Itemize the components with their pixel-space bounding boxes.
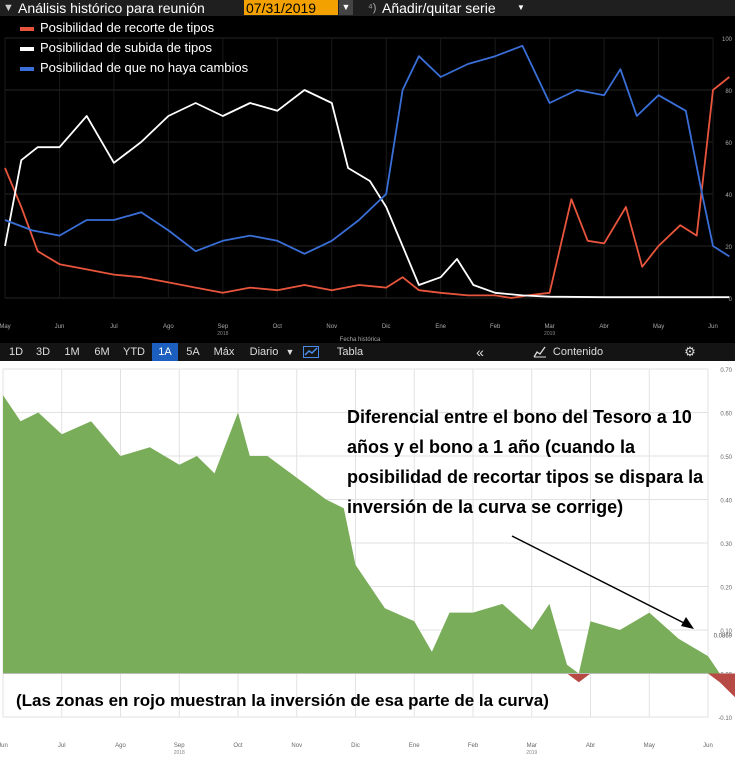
frequency-caret-icon[interactable]: ▼ bbox=[285, 347, 295, 357]
legend-swatch-cut bbox=[20, 26, 34, 31]
collapse-chevron-icon[interactable]: ▼ bbox=[3, 2, 14, 14]
series-line-hike bbox=[4, 89, 730, 299]
x-tick-label: Ene bbox=[435, 324, 446, 330]
y-tick-label: 80 bbox=[725, 89, 732, 95]
range-button-max[interactable]: Máx bbox=[213, 346, 235, 358]
x-tick-label: Abr bbox=[586, 743, 595, 749]
x-tick-label: Jun bbox=[703, 743, 713, 749]
add-remove-series-button[interactable]: Añadir/quitar serie bbox=[382, 0, 496, 16]
x-tick-label: May bbox=[653, 324, 664, 330]
y-tick-label: 20 bbox=[725, 245, 732, 251]
range-button-5a[interactable]: 5A bbox=[186, 346, 200, 358]
y-tick-label: 60 bbox=[725, 141, 732, 147]
year-label: 2019 bbox=[544, 331, 555, 337]
legend-swatch-hike bbox=[20, 46, 34, 51]
x-tick-label: Ago bbox=[163, 324, 174, 330]
y-tick-label: 100 bbox=[722, 37, 733, 43]
x-axis-label: Fecha histórica bbox=[340, 337, 381, 343]
content-button[interactable]: Contenido bbox=[552, 346, 604, 358]
line-chart-icon bbox=[303, 346, 319, 359]
settings-gear-icon[interactable]: ⚙ bbox=[684, 344, 696, 359]
spread-annotation: Diferencial entre el bono del Tesoro a 1… bbox=[347, 407, 704, 517]
date-input[interactable]: 07/31/2019 bbox=[244, 0, 338, 16]
y-tick-label: 40 bbox=[725, 193, 732, 199]
legend-swatch-nochange bbox=[20, 66, 34, 71]
x-tick-label: Abr bbox=[599, 324, 608, 330]
y-tick-label: 0.20 bbox=[720, 586, 732, 592]
spread-positive-area bbox=[3, 395, 735, 674]
x-tick-label: Sep bbox=[174, 743, 185, 749]
x-tick-label: Jun bbox=[55, 324, 65, 330]
chart-type-button[interactable] bbox=[300, 343, 322, 361]
last-value-label: 0.0869 bbox=[714, 633, 733, 639]
annotation-arrow-head bbox=[681, 617, 694, 629]
collapse-back-icon[interactable]: « bbox=[476, 344, 484, 360]
x-tick-label: Nov bbox=[326, 324, 337, 330]
year-label: 2018 bbox=[174, 750, 185, 756]
x-tick-label: Ago bbox=[115, 743, 126, 749]
range-button-3d[interactable]: 3D bbox=[35, 346, 51, 358]
probability-line-chart: 0 20 40 60 80 100 May Jun Jul Ago Sep Oct Nov Dic Ene F… bbox=[0, 37, 733, 343]
red-zone-annotation: (Las zonas en rojo muestran la inversión… bbox=[16, 691, 549, 710]
range-button-1d[interactable]: 1D bbox=[8, 346, 24, 358]
year-label: 2019 bbox=[526, 750, 537, 756]
legend-label-hike: Posibilidad de subida de tipos bbox=[40, 40, 213, 55]
spread-panel: Jun Jul Ago Sep Oct Nov Dic Ene Feb Mar Abr May Jun 2… bbox=[0, 361, 735, 757]
x-tick-label: May bbox=[644, 743, 655, 749]
x-tick-label: Oct bbox=[233, 743, 243, 749]
x-tick-label: Dic bbox=[351, 743, 360, 749]
y-tick-label: 0.30 bbox=[720, 542, 732, 548]
y-tick-label: 0.60 bbox=[720, 412, 732, 418]
range-button-ytd[interactable]: YTD bbox=[123, 346, 145, 358]
x-tick-label: Jul bbox=[110, 324, 118, 330]
frequency-select[interactable]: Diario bbox=[249, 346, 279, 358]
x-tick-label: Feb bbox=[468, 743, 479, 749]
year-label: 2018 bbox=[217, 331, 228, 337]
date-dropdown-button[interactable]: ▼ bbox=[339, 0, 353, 15]
content-chart-icon[interactable] bbox=[530, 343, 550, 361]
y-tick-label: 0.10 bbox=[720, 629, 732, 635]
range-toolbar: 1D 3D 1M 6M YTD 1A 5A Máx Diario ▼ Tabla… bbox=[0, 343, 735, 361]
y-tick-label: 0.40 bbox=[720, 499, 732, 505]
y-tick-label: 0.70 bbox=[720, 368, 732, 374]
x-tick-label: Nov bbox=[291, 743, 302, 749]
x-tick-label: Jul bbox=[58, 743, 66, 749]
x-tick-label: Feb bbox=[490, 324, 501, 330]
range-button-1a[interactable]: 1A bbox=[152, 343, 178, 361]
series-line-nochange bbox=[4, 44, 730, 258]
x-tick-label: Jun bbox=[0, 743, 8, 749]
table-button[interactable]: Tabla bbox=[336, 346, 364, 358]
annotation-arrow-line bbox=[511, 535, 689, 626]
series-caret-icon[interactable]: ▼ bbox=[517, 3, 525, 12]
x-tick-label: Ene bbox=[409, 743, 420, 749]
x-tick-label: Mar bbox=[544, 324, 554, 330]
legend-item-cut: Posibilidad de recorte de tipos bbox=[20, 20, 214, 36]
rate-probability-panel: ▼ Análisis histórico para reunión 07/31/… bbox=[0, 0, 735, 343]
series-icon: ⁴) bbox=[368, 2, 377, 14]
y-tick-label: 0.50 bbox=[720, 455, 732, 461]
y-tick-label: 0 bbox=[729, 297, 733, 303]
legend-label-nochange: Posibilidad de que no haya cambios bbox=[40, 60, 249, 75]
y-tick-label: -0.10 bbox=[718, 716, 732, 722]
legend-item-hike: Posibilidad de subida de tipos bbox=[20, 40, 212, 56]
x-tick-label: Mar bbox=[527, 743, 537, 749]
x-tick-label: May bbox=[0, 324, 11, 330]
series-line-cut bbox=[4, 76, 730, 299]
x-tick-label: Dic bbox=[382, 324, 391, 330]
mini-chart-icon bbox=[533, 346, 546, 358]
header-bar: ▼ Análisis histórico para reunión 07/31/… bbox=[0, 0, 735, 16]
x-tick-label: Oct bbox=[273, 324, 283, 330]
x-tick-label: Jun bbox=[708, 324, 718, 330]
legend-item-nochange: Posibilidad de que no haya cambios bbox=[20, 60, 248, 76]
x-tick-label: Sep bbox=[218, 324, 229, 330]
page-title: Análisis histórico para reunión bbox=[18, 0, 205, 16]
spread-area-chart: Jun Jul Ago Sep Oct Nov Dic Ene Feb Mar Abr May Jun 2… bbox=[0, 368, 735, 756]
range-button-6m[interactable]: 6M bbox=[94, 346, 110, 358]
range-button-1m[interactable]: 1M bbox=[64, 346, 80, 358]
legend-label-cut: Posibilidad de recorte de tipos bbox=[40, 20, 215, 35]
